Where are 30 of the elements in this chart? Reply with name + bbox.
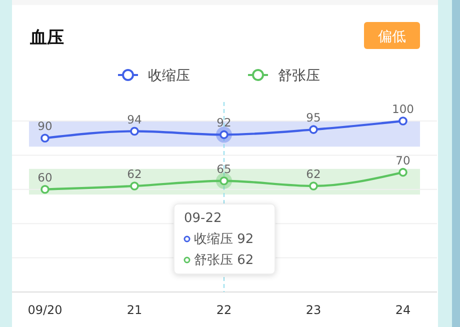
- annotation: 收缩压 92: [194, 232, 254, 247]
- data-label: 62: [306, 166, 321, 181]
- x-tick-label: 22: [216, 303, 232, 317]
- data-label: 92: [216, 116, 232, 130]
- point: [309, 125, 318, 134]
- data-label: 65: [216, 162, 232, 176]
- data-label: 60: [38, 170, 52, 184]
- x-tick-label: 21: [126, 303, 142, 317]
- point: [40, 185, 50, 194]
- data-label: 90: [38, 119, 52, 134]
- point: [40, 134, 50, 142]
- data-label: 94: [127, 112, 142, 126]
- x-tick-label: 24: [395, 303, 411, 317]
- annotation: 09-22: [184, 211, 222, 226]
- point: [309, 182, 318, 190]
- legend-label: 舒张压: [278, 68, 320, 84]
- data-label: 100: [392, 102, 414, 116]
- point: [130, 182, 139, 190]
- point: [398, 116, 408, 126]
- data-label: 62: [127, 166, 142, 181]
- chart-title: 血压: [29, 28, 64, 48]
- x-tick-label: 09/20: [28, 303, 62, 317]
- text: 偏低: [378, 29, 406, 45]
- legend-label: 收缩压: [148, 68, 190, 84]
- data-label: 95: [306, 110, 321, 125]
- annotation: 舒张压 62: [194, 253, 254, 268]
- point: [130, 126, 139, 136]
- data-label: 70: [396, 153, 410, 168]
- x-tick-label: 23: [306, 303, 322, 317]
- point: [398, 168, 408, 177]
